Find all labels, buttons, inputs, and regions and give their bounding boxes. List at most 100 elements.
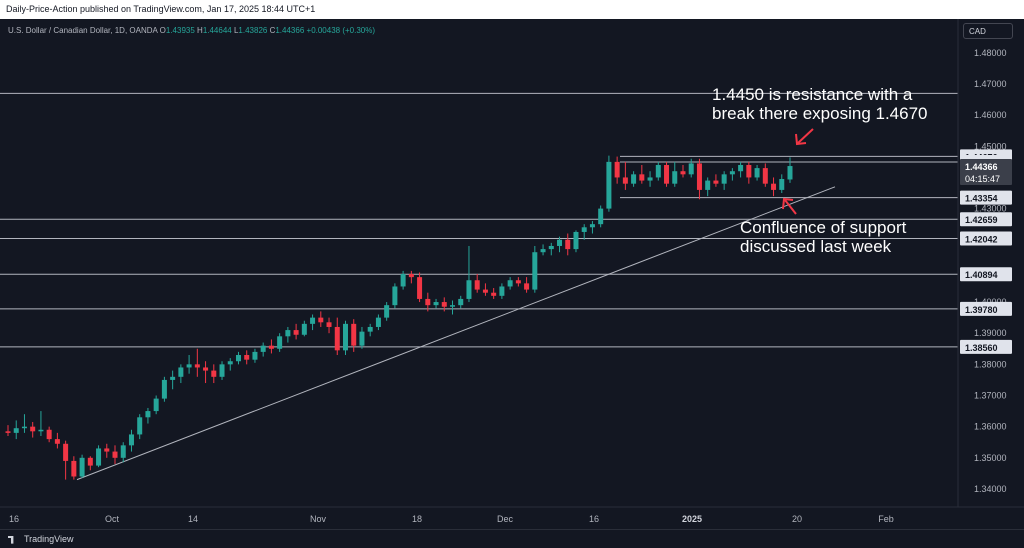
arrow-shaft: [797, 128, 814, 144]
candle: [186, 355, 192, 374]
candle: [104, 443, 110, 458]
candle-body: [565, 239, 571, 250]
candle: [589, 221, 595, 234]
chart-canvas[interactable]: 1.48000 1.47000 1.46000 1.45000 1.43000 1.420…: [0, 19, 1024, 529]
candle: [30, 421, 36, 438]
candle: [235, 351, 241, 365]
candle-body: [688, 163, 694, 175]
support-annotation: Confluence of support discussed last wee…: [740, 218, 906, 256]
level-label-text: 1.43354: [965, 194, 998, 204]
candle: [614, 156, 620, 184]
level-price-label: 1.42042: [960, 231, 1012, 246]
candle: [384, 302, 390, 321]
level-label-text: 1.42042: [965, 234, 998, 244]
publish-header: Daily-Price-Action published on TradingV…: [0, 0, 1024, 19]
candle: [137, 414, 143, 440]
candle: [565, 233, 571, 256]
candle-body: [71, 460, 77, 477]
candle-body: [260, 345, 266, 352]
time-label: Dec: [497, 514, 514, 524]
candle-body: [713, 180, 719, 184]
candle-body: [450, 305, 456, 307]
candle-body: [128, 434, 134, 446]
candle-body: [186, 364, 192, 368]
candle-body: [771, 183, 777, 190]
candle-body: [779, 179, 785, 190]
time-axis: 16 Oct 14 Nov 18 Dec 16 2025 20 Feb: [0, 506, 1024, 524]
candle-body: [573, 231, 579, 250]
candle: [367, 323, 373, 337]
price-tick-label: 1.43000: [974, 204, 1007, 214]
candle: [573, 230, 579, 253]
candle-body: [672, 171, 678, 184]
candle: [713, 174, 719, 187]
time-label: 16: [9, 514, 19, 524]
candle-body: [762, 168, 768, 184]
candle: [194, 348, 200, 377]
candle-body: [408, 274, 414, 278]
candle-body: [631, 174, 637, 184]
candle: [79, 454, 85, 479]
candle: [606, 155, 612, 212]
level-price-label: 1.43354: [960, 190, 1012, 205]
candle-body: [515, 280, 521, 284]
candle-body: [178, 367, 184, 377]
candle-body: [524, 283, 530, 290]
candle-body: [548, 245, 554, 250]
time-label: 16: [589, 514, 599, 524]
candle-body: [532, 252, 538, 290]
current-price-text: 1.44366: [965, 162, 998, 172]
change-value: +0.00438 (+0.30%): [306, 26, 376, 35]
candle: [5, 425, 11, 436]
candle: [532, 245, 538, 293]
candle-body: [458, 298, 464, 306]
candle-body: [170, 376, 176, 380]
candle: [128, 429, 134, 452]
currency-button[interactable]: CAD: [963, 23, 1013, 39]
support-trendline: [76, 186, 836, 481]
open-value: 1.43935: [165, 26, 195, 35]
candle: [417, 272, 423, 303]
candle: [425, 292, 431, 312]
candle: [120, 442, 126, 463]
ohlc-legend: U.S. Dollar / Canadian Dollar, 1D, OANDA…: [8, 26, 376, 35]
candle-body: [614, 161, 620, 178]
candle: [746, 161, 752, 184]
candle-body: [598, 208, 604, 225]
candle-body: [499, 286, 505, 296]
candle-body: [664, 164, 670, 184]
candle-body: [400, 274, 406, 287]
time-label: 2025: [682, 514, 702, 524]
candle-body: [293, 330, 299, 335]
candle: [63, 440, 69, 480]
candle: [252, 348, 258, 363]
level-label-box: [960, 212, 1012, 227]
support-text-line1: Confluence of support: [740, 218, 907, 237]
candle-body: [466, 280, 472, 299]
price-tick-label: 1.37000: [974, 391, 1007, 401]
close-value: 1.44366: [275, 26, 305, 35]
candle-body: [482, 289, 488, 293]
level-label-text: 1.38560: [965, 343, 998, 353]
candle: [244, 350, 250, 365]
time-label: Feb: [878, 514, 894, 524]
candle-body: [639, 174, 645, 181]
tradingview-logo[interactable]: TradingView: [8, 533, 74, 546]
candle-body: [721, 174, 727, 184]
candle-body: [384, 305, 390, 318]
candle: [268, 339, 274, 354]
candle-body: [342, 323, 348, 351]
candle: [729, 168, 735, 181]
candle-body: [318, 317, 324, 323]
candle: [482, 283, 488, 296]
candle-body: [54, 439, 60, 444]
chart-area[interactable]: 1.48000 1.47000 1.46000 1.45000 1.43000 1.420…: [0, 19, 1024, 529]
candle: [787, 157, 793, 183]
candle: [515, 277, 521, 287]
candle-body: [79, 457, 85, 477]
candles: [5, 155, 793, 480]
candle: [499, 283, 505, 299]
candle-body: [746, 164, 752, 178]
candle: [392, 283, 398, 309]
candle-body: [5, 431, 11, 433]
